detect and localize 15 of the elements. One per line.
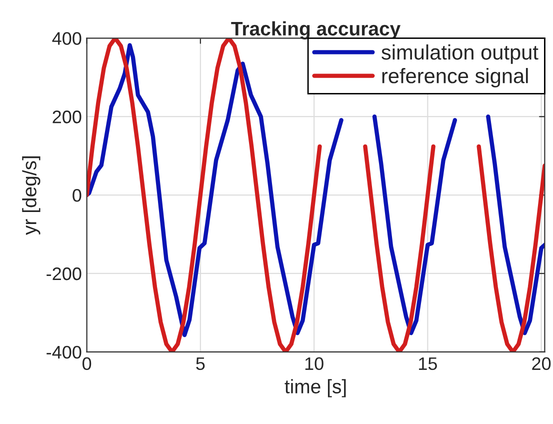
y-tick-label: 400	[52, 32, 82, 45]
legend-label: simulation output	[382, 44, 538, 64]
x-tick-label: 15	[419, 357, 437, 370]
y-tick-label: 200	[52, 110, 82, 124]
x-tick-label: 20	[532, 357, 551, 370]
x-tick-label: 0	[82, 357, 92, 370]
y-tick-label: -200	[46, 267, 82, 280]
chart-title: Tracking accuracy	[231, 21, 401, 40]
x-tick-label: 5	[196, 357, 205, 370]
x-axis-title: time [s]	[284, 379, 346, 398]
legend-label: reference signal	[382, 68, 528, 88]
y-tick-label: 0	[72, 188, 82, 202]
y-tick-label: -400	[46, 346, 82, 359]
y-axis-title: yr [deg/s]	[22, 156, 40, 235]
x-tick-label: 10	[305, 357, 324, 370]
